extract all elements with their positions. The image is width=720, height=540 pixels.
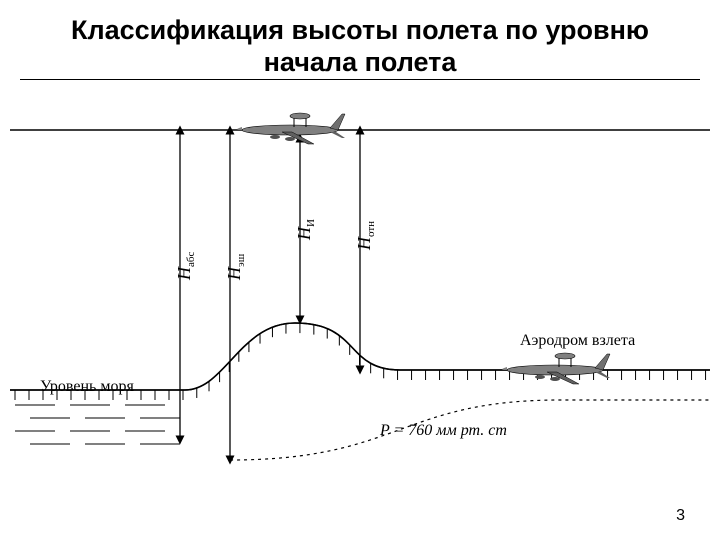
page-title: Классификация высоты полета по уровню на…	[20, 0, 700, 79]
altitude-diagram: Hабс Hэш HИ Hотн Уровень моря Аэродром в…	[0, 90, 720, 520]
label-h-otn: Hотн	[354, 221, 377, 250]
label-h-i: HИ	[294, 219, 317, 240]
label-pressure: P = 760 мм рт. ст	[380, 422, 507, 440]
label-sea-level: Уровень моря	[40, 378, 134, 396]
diagram-svg	[0, 90, 720, 490]
title-line-1: Классификация высоты полета по уровню	[71, 15, 649, 45]
label-aerodrome: Аэродром взлета	[520, 332, 635, 350]
title-line-2: начала полета	[264, 47, 457, 77]
label-h-ech: Hэш	[224, 254, 247, 280]
label-h-abs: Hабс	[174, 252, 197, 280]
page-number: 3	[676, 507, 685, 525]
